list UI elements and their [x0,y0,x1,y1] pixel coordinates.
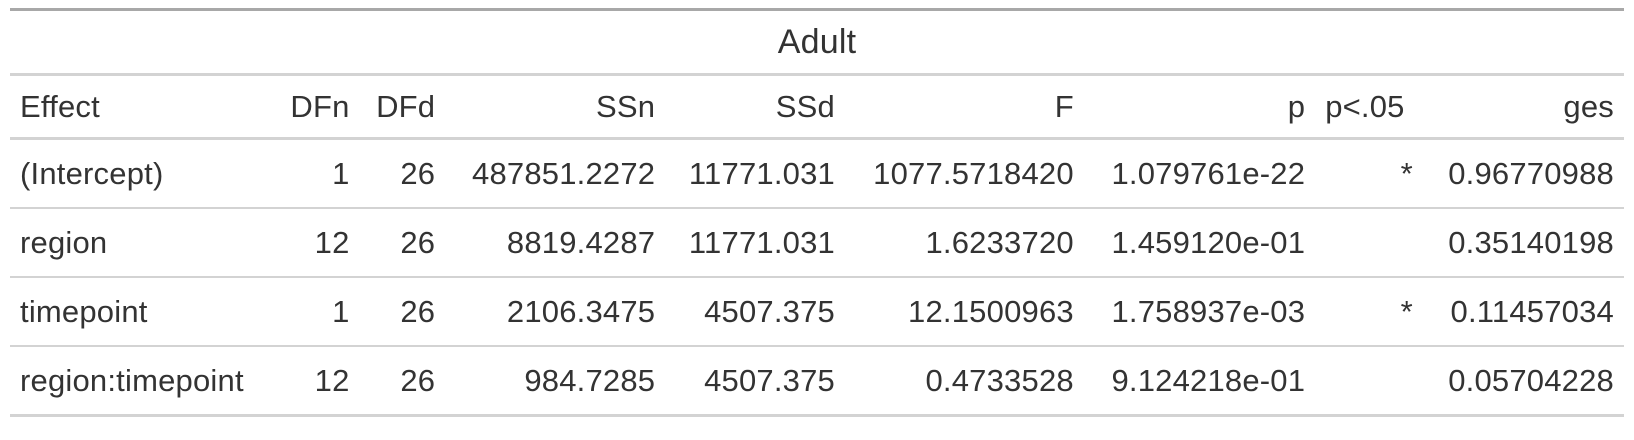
cell-ssd: 4507.375 [665,345,845,417]
column-header-dfn: DFn [273,74,360,140]
cell-p: 1.758937e-03 [1083,276,1316,346]
cell-f: 1.6233720 [844,207,1084,277]
cell-ges: 0.11457034 [1422,276,1624,346]
cell-ssd: 4507.375 [665,276,845,346]
cell-dfd: 26 [359,207,446,277]
cell-ssd: 11771.031 [665,207,845,277]
cell-p: 1.079761e-22 [1111,155,1306,191]
table-title-row: Adult [10,8,1624,76]
cell-f: 0.4733528 [844,345,1084,417]
cell-ges: 0.35140198 [1422,207,1624,277]
cell-dfd: 26 [400,155,436,191]
cell-f: 1077.5718420 [873,155,1074,191]
cell-ges: 0.96770988 [1448,155,1614,191]
table-row: region:timepoint 12 26 984.7285 4507.375… [10,345,1624,417]
column-header-ges: ges [1422,74,1624,140]
table-title: Adult [10,8,1624,76]
cell-ssn: 2106.3475 [445,276,666,346]
cell-effect: timepoint [10,276,274,346]
column-header-significance: p<.05 [1315,74,1423,140]
column-header-ssd: SSd [665,74,845,140]
table-row: timepoint 1 26 2106.3475 4507.375 12.150… [10,276,1624,346]
column-header-p: p [1083,74,1316,140]
cell-p: 1.459120e-01 [1083,207,1316,277]
cell-significance [1315,345,1423,417]
cell-significance: * [1400,155,1413,191]
cell-dfd: 26 [359,276,446,346]
cell-ssn: 984.7285 [445,345,666,417]
anova-table: Adult Effect DFn DFd SSn SSd F p p<.05 g… [10,8,1624,417]
cell-f: 12.1500963 [844,276,1084,346]
cell-significance: * [1315,276,1423,346]
column-header-effect: Effect [10,74,274,140]
cell-dfn: 1 [273,276,360,346]
anova-table-container: Adult Effect DFn DFd SSn SSd F p p<.05 g… [10,8,1624,417]
table-row: region 12 26 8819.4287 11771.031 1.62337… [10,207,1624,277]
cell-ssd: 11771.031 [688,155,835,191]
column-header-f: F [844,74,1084,140]
cell-p: 9.124218e-01 [1083,345,1316,417]
column-header-ssn: SSn [445,74,666,140]
column-header-dfd: DFd [359,74,446,140]
cell-effect: region [10,207,274,277]
cell-effect: (Intercept) [20,155,164,191]
cell-effect: region:timepoint [10,345,274,417]
cell-significance [1315,207,1423,277]
column-header-row: Effect DFn DFd SSn SSd F p p<.05 ges [10,74,1624,140]
cell-dfn: 1 [332,155,350,191]
cell-dfd: 26 [359,345,446,417]
cell-dfn: 12 [273,345,360,417]
cell-ssn: 487851.2272 [472,155,656,191]
cell-dfn: 12 [273,207,360,277]
cell-ssn: 8819.4287 [445,207,666,277]
table-row: (Intercept) 1 26 487851.2272 11771.031 1… [10,139,1624,209]
cell-ges: 0.05704228 [1422,345,1624,417]
